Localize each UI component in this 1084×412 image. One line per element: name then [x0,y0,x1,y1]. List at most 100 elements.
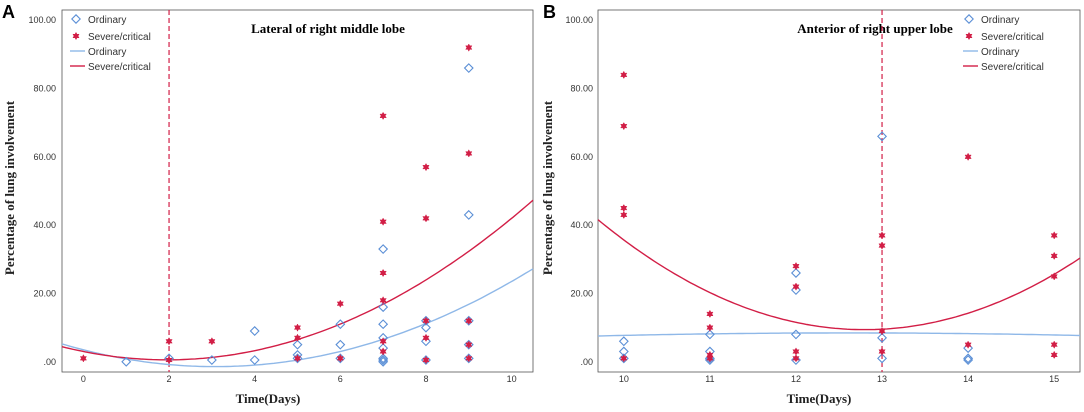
legend-a-label-2: Ordinary [88,47,126,58]
point-severe-b [1050,272,1058,281]
legend-ordinary-marker-a [71,14,81,24]
panel-a-letter: A [2,2,15,22]
point-severe-a [465,43,473,52]
legend-a-label-0: Ordinary [88,15,126,26]
ytick-b-3: 60.00 [570,152,593,162]
point-ordinary-a [335,339,346,350]
point-severe-a [293,333,302,342]
point-ordinary-a [378,355,389,366]
point-severe-a [422,333,430,342]
point-ordinary-a [335,319,346,330]
xtick-a-5: 10 [507,374,517,384]
xtick-b-5: 15 [1049,374,1059,384]
point-severe-a [336,299,344,308]
point-severe-b [792,347,800,356]
xtick-b-1: 11 [705,374,714,384]
point-ordinary-a [206,355,217,366]
xtick-b-3: 13 [877,374,887,384]
xtick-b-4: 14 [963,374,973,384]
ytick-a-0: .00 [43,357,56,367]
panel-a-title: Lateral of right middle lobe [251,21,405,36]
point-severe-b [1050,340,1058,349]
ytick-a-2: 40.00 [33,220,56,230]
xtick-a-3: 6 [338,374,343,384]
point-severe-a [422,214,430,223]
legend-b-label-3: Severe/critical [981,62,1044,73]
point-severe-a [293,323,302,332]
legend-b-label-0: Ordinary [981,15,1019,26]
ytick-a-4: 80.00 [33,84,56,94]
point-severe-a [465,340,473,349]
point-severe-b [620,210,628,220]
panel-a-xlabel: Time(Days) [236,391,301,406]
ytick-b-1: 20.00 [570,288,593,298]
point-severe-a [379,347,387,356]
panel-a-ylabel: Percentage of lung involvement [2,100,17,275]
ytick-a-3: 60.00 [33,152,56,162]
point-severe-b [706,309,714,319]
legend-a-label-1: Severe/critical [88,32,151,43]
ytick-b-0: .00 [580,357,593,367]
point-severe-a [422,355,430,365]
point-severe-a [293,354,302,363]
point-severe-a [379,268,387,278]
point-severe-a [465,316,473,325]
point-severe-a [165,337,173,346]
point-severe-b [964,340,972,349]
legend-ordinary-marker-b [964,14,974,24]
point-ordinary-a [463,63,474,74]
point-ordinary-b [790,355,801,366]
fit-line-severe-b [597,219,1081,331]
point-severe-a [336,354,344,363]
point-ordinary-b [963,355,974,366]
point-severe-b [878,241,886,250]
point-ordinary-a [378,353,389,364]
point-severe-b [706,323,714,332]
panel-b-letter: B [543,2,556,22]
point-severe-b [792,354,800,363]
point-ordinary-b [704,329,715,340]
point-severe-a [165,355,173,365]
panel-b-xlabel: Time(Days) [787,391,852,406]
point-severe-b [620,121,628,131]
point-ordinary-b [790,329,801,340]
plot-frame-b [597,9,1081,373]
point-ordinary-a [378,244,389,255]
point-severe-b [1050,231,1058,240]
xtick-a-0: 0 [81,374,86,384]
point-severe-a [79,354,87,363]
legend-severe-marker-a [72,31,80,41]
point-severe-a [379,337,387,346]
ytick-b-4: 80.00 [570,84,593,94]
point-severe-a [379,296,387,305]
ytick-b-2: 40.00 [570,220,593,230]
point-ordinary-a [420,336,431,347]
point-ordinary-a [378,356,389,367]
point-ordinary-b [618,336,629,347]
point-severe-b [620,70,628,80]
xtick-a-1: 2 [167,374,172,384]
point-severe-a [379,217,387,226]
point-severe-a [465,354,473,363]
panel-a: A Lateral of right middle lobe Time(Days… [2,2,534,406]
point-ordinary-a [292,339,303,350]
point-severe-a [379,111,387,121]
point-ordinary-a [378,302,389,313]
point-severe-b [706,354,714,363]
panel-b: B Anterior of right upper lobe Time(Days… [540,2,1081,406]
ytick-b-5: 100.00 [565,15,593,25]
panel-b-title: Anterior of right upper lobe [797,21,953,36]
point-ordinary-a [121,356,132,367]
point-ordinary-b [877,332,888,343]
point-ordinary-b [877,353,888,364]
point-severe-a [422,162,430,172]
xtick-b-0: 10 [619,374,629,384]
xtick-a-4: 8 [423,374,428,384]
point-severe-b [792,261,800,271]
legend-b-label-1: Severe/critical [981,32,1044,43]
ytick-a-5: 100.00 [28,15,56,25]
panel-b-ylabel: Percentage of lung involvement [540,100,555,275]
point-severe-b [620,203,628,213]
xtick-b-2: 12 [791,374,801,384]
point-ordinary-a [249,326,260,336]
